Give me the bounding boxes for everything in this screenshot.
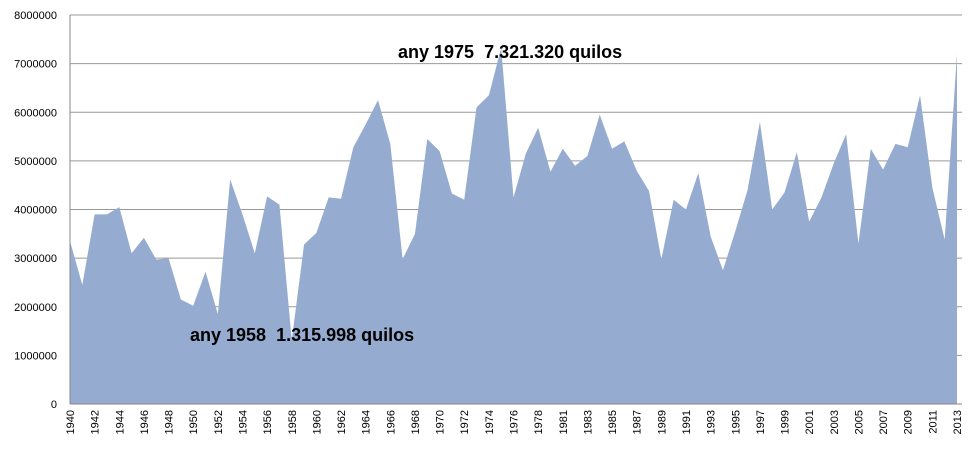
x-tick-label: 1987	[632, 410, 644, 434]
y-tick-label: 7000000	[14, 59, 57, 71]
y-tick-label: 0	[51, 399, 57, 411]
y-tick-label: 1000000	[14, 350, 57, 362]
x-tick-label: 2013	[952, 410, 964, 434]
x-tick-label: 1985	[607, 410, 619, 434]
x-tick-label: 1981	[558, 410, 570, 434]
x-tick-label: 1991	[681, 410, 693, 434]
y-tick-label: 4000000	[14, 205, 57, 217]
y-tick-label: 5000000	[14, 156, 57, 168]
annotation: any 1975 7.321.320 quilos	[398, 42, 622, 62]
x-tick-label: 2011	[927, 410, 939, 434]
x-tick-label: 1944	[114, 410, 126, 434]
x-tick-label: 1995	[730, 410, 742, 434]
x-tick-label: 1942	[90, 410, 102, 434]
plot	[70, 48, 957, 404]
x-tick-label: 1993	[706, 410, 718, 434]
x-tick-label: 2003	[829, 410, 841, 434]
annotation: any 1958 1.315.998 quilos	[190, 325, 414, 345]
x-tick-label: 1999	[780, 410, 792, 434]
x-tick-label: 1997	[755, 410, 767, 434]
x-tick-label: 1946	[139, 410, 151, 434]
area	[70, 48, 957, 404]
x-tick-label: 1972	[459, 410, 471, 434]
y-tick-label: 2000000	[14, 302, 57, 314]
x-tick-label: 1962	[336, 410, 348, 434]
y-tick-label: 6000000	[14, 107, 57, 119]
x-tick-label: 1989	[656, 410, 668, 434]
x-tick-label: 1958	[287, 410, 299, 434]
x-tick-label: 1983	[582, 410, 594, 434]
x-tick-label: 2007	[878, 410, 890, 434]
x-tick-label: 1978	[533, 410, 545, 434]
x-tick-label: 1948	[164, 410, 176, 434]
x-tick-label: 1968	[410, 410, 422, 434]
x-tick-label: 1950	[188, 410, 200, 434]
y-tick-label: 8000000	[14, 10, 57, 22]
x-tick-label: 1966	[385, 410, 397, 434]
x-tick-label: 1960	[311, 410, 323, 434]
x-tick-label: 2005	[853, 410, 865, 434]
x-tick-label: 1940	[65, 410, 77, 434]
x-tick-label: 2009	[903, 410, 915, 434]
x-tick-label: 2001	[804, 410, 816, 434]
x-tick-label: 1956	[262, 410, 274, 434]
x-tick-label: 1952	[213, 410, 225, 434]
x-tick-label: 1974	[484, 410, 496, 434]
x-tick-label: 1964	[361, 410, 373, 434]
x-tick-label: 1954	[237, 410, 249, 434]
x-tick-label: 1970	[435, 410, 447, 434]
x-tick-label: 1976	[509, 410, 521, 434]
y-tick-label: 3000000	[14, 253, 57, 265]
